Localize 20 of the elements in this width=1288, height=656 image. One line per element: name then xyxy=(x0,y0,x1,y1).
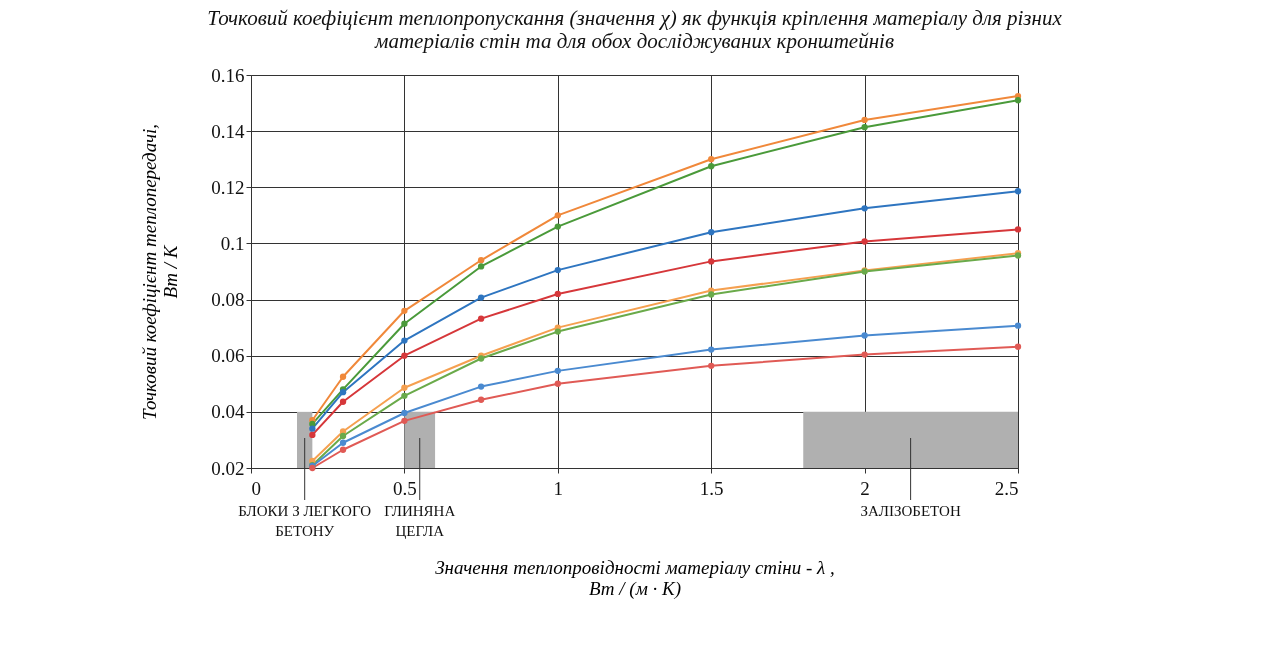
y-tick-label: 0.14 xyxy=(211,120,245,142)
y-tick-label: 0.02 xyxy=(211,457,245,479)
band-label: ЗАЛІЗОБЕТОН xyxy=(860,503,961,519)
band-label: БЛОКИ З ЛЕГКОГО БЕТОНУ xyxy=(238,503,372,539)
x-tick-label: 2.5 xyxy=(994,477,1019,499)
y-tick-label: 0.08 xyxy=(211,289,245,311)
band-label: ГЛИНЯНА ЦЕГЛА xyxy=(384,503,456,539)
x-tick-label: 1 xyxy=(553,477,564,499)
x-tick-label: 2 xyxy=(860,477,870,499)
y-tick-label: 0.04 xyxy=(211,401,245,423)
x-tick-label: 0.5 xyxy=(393,477,417,499)
y-axis-title: Точковий коефіцієнт теплопередачі, Вт / К xyxy=(139,124,182,420)
y-tick-label: 0.16 xyxy=(211,64,245,86)
y-tick-label: 0.1 xyxy=(220,232,245,254)
y-tick-label: 0.12 xyxy=(211,176,245,198)
chart-title: Точковий коефіцієнт теплопропускання (значення χ) як функція кріплення матеріалу для різних матеріалів стін та для обох досліджуваних кронштейнів xyxy=(207,6,1063,53)
x-axis-title: Значення теплопровідності матеріалу стіни - λ , Вт / (м · К) xyxy=(435,556,835,600)
x-tick-label: 1.5 xyxy=(699,477,724,499)
x-tick-label: 0 xyxy=(251,477,261,499)
y-tick-label: 0.06 xyxy=(211,345,245,367)
